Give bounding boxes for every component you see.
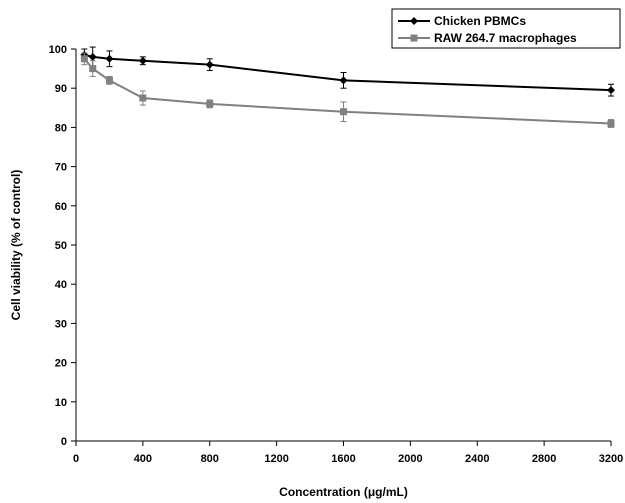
data-point [89, 65, 97, 73]
data-point [105, 76, 113, 84]
y-tick-label: 100 [49, 44, 67, 56]
legend-label-chicken-pbmcs: Chicken PBMCs [434, 14, 526, 28]
legend-box [391, 8, 621, 49]
legend-marker-raw-macrophages [410, 34, 418, 42]
y-tick-label: 20 [55, 358, 67, 370]
x-axis-title: Concentration (μg/mL) [279, 485, 408, 499]
y-tick-label: 30 [55, 318, 67, 330]
x-axis-ticks: 0 400 800 1200 1600 2000 2400 2800 3200 [73, 441, 623, 465]
x-tick-label: 3200 [599, 453, 623, 465]
data-point [607, 86, 615, 95]
x-tick-label: 1600 [331, 453, 355, 465]
y-tick-label: 90 [55, 83, 67, 95]
x-tick-label: 800 [201, 453, 219, 465]
x-tick-label: 2400 [465, 453, 489, 465]
series-line [84, 53, 612, 92]
y-axis-ticks: 0 10 20 30 40 50 60 70 80 90 100 [49, 44, 76, 448]
data-point [340, 108, 347, 116]
y-tick-label: 80 [55, 122, 67, 134]
x-tick-label: 0 [73, 453, 79, 465]
data-point [139, 94, 147, 102]
series-layer [80, 46, 615, 128]
y-tick-label: 40 [55, 279, 67, 291]
y-tick-label: 10 [55, 397, 67, 409]
data-point [80, 55, 88, 63]
data-point [138, 56, 147, 65]
x-tick-label: 2800 [532, 453, 556, 465]
y-axis-title: Cell viability (% of control) [9, 170, 23, 321]
legend: Chicken PBMCs RAW 264.7 macrophages [391, 8, 621, 49]
x-tick-label: 1200 [264, 453, 288, 465]
legend-label-raw-macrophages: RAW 264.7 macrophages [434, 31, 577, 45]
data-point [206, 100, 214, 108]
data-point [88, 52, 97, 61]
legend-marker-chicken-pbmcs [410, 17, 418, 25]
y-tick-label: 0 [61, 436, 67, 448]
x-tick-label: 2000 [398, 453, 422, 465]
series-chicken-pbmcs [80, 46, 615, 97]
y-tick-label: 50 [55, 240, 67, 252]
data-point [105, 54, 114, 63]
y-tick-label: 60 [55, 201, 67, 213]
x-tick-label: 400 [134, 453, 152, 465]
data-point [607, 119, 615, 127]
data-point [339, 76, 348, 85]
data-point [205, 60, 214, 69]
y-tick-label: 70 [55, 162, 67, 174]
series-raw-macrophages [80, 52, 615, 128]
series-line [83, 58, 612, 125]
